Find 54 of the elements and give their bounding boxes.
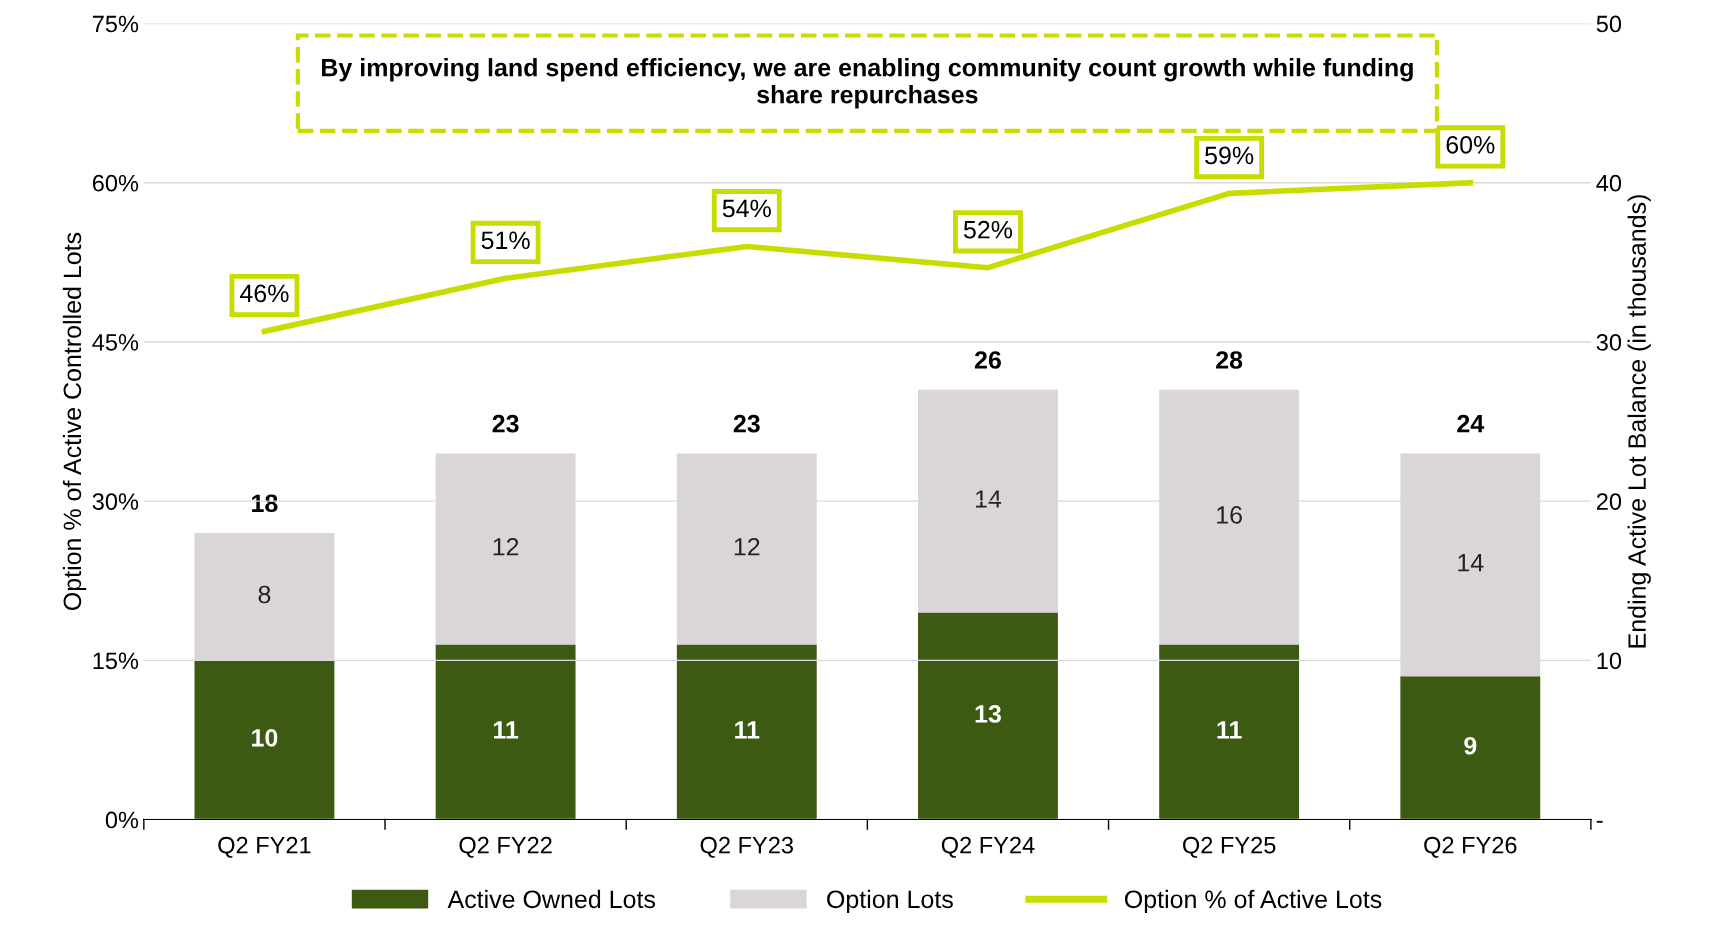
y-axis-title: Option % of Active Controlled Lots xyxy=(62,232,87,611)
bar xyxy=(1159,644,1300,820)
y-tick-label: 45% xyxy=(92,334,139,351)
data-label: 10 xyxy=(252,728,278,747)
bar xyxy=(1400,676,1541,820)
legend-label: Option % of Active Lots xyxy=(1124,889,1382,914)
data-label: 8 xyxy=(258,585,271,604)
total-label: 18 xyxy=(252,494,278,513)
legend-label: Active Owned Lots xyxy=(447,889,656,909)
y-tick-label: 75% xyxy=(92,15,139,33)
total-label: 23 xyxy=(492,414,519,433)
data-label: 11 xyxy=(493,721,519,739)
data-label: 46% xyxy=(239,284,289,303)
annotation: By improving land spend efficiency, we are enabling community count growth while funding share repurchases xyxy=(322,58,1413,109)
y-tick-label: 0% xyxy=(105,811,139,829)
x-tick-label: Q2 FY24 xyxy=(941,836,1035,858)
data-label: 60% xyxy=(1446,135,1495,154)
bar xyxy=(194,660,335,820)
y2-axis-title: Ending Active Lot Balance (in thousands) xyxy=(1627,195,1651,648)
data-label: 12 xyxy=(734,537,760,556)
x-tick-label: Q2 FY23 xyxy=(700,836,793,858)
data-label: 16 xyxy=(1217,506,1242,524)
y-tick-label: 30% xyxy=(92,493,139,510)
x-tick-label: Q2 FY21 xyxy=(218,836,311,858)
total-label: 28 xyxy=(1216,351,1243,369)
x-tick-label: Q2 FY25 xyxy=(1183,836,1276,858)
total-label: 23 xyxy=(733,414,760,433)
data-label: 54% xyxy=(722,199,771,218)
data-label: 13 xyxy=(975,705,1001,723)
data-label: 14 xyxy=(1458,554,1484,572)
y2-tick-label: 40 xyxy=(1596,174,1622,192)
data-label: 51% xyxy=(481,231,530,250)
data-label: 14 xyxy=(975,490,1002,508)
data-label: 59% xyxy=(1205,146,1254,165)
data-label: 11 xyxy=(735,721,760,739)
y2-tick-label: 50 xyxy=(1596,15,1622,33)
data-label: 12 xyxy=(493,537,519,556)
y2-tick-label: 30 xyxy=(1596,334,1622,351)
y2-tick-label: - xyxy=(1596,820,1603,823)
legend-label: Option Lots xyxy=(827,889,953,914)
data-label: 9 xyxy=(1464,736,1477,755)
x-tick-label: Q2 FY22 xyxy=(459,836,552,858)
y-tick-label: 15% xyxy=(93,652,139,670)
y-tick-label: 60% xyxy=(92,174,139,192)
bar xyxy=(676,644,817,820)
x-tick-label: Q2 FY26 xyxy=(1424,836,1517,858)
y2-tick-label: 20 xyxy=(1596,493,1622,510)
bar xyxy=(918,612,1058,820)
data-label: 11 xyxy=(1217,721,1242,739)
y2-tick-label: 10 xyxy=(1597,652,1622,670)
total-label: 26 xyxy=(974,351,1001,369)
total-label: 24 xyxy=(1457,414,1485,433)
bar xyxy=(435,644,576,820)
data-label: 52% xyxy=(963,220,1013,239)
